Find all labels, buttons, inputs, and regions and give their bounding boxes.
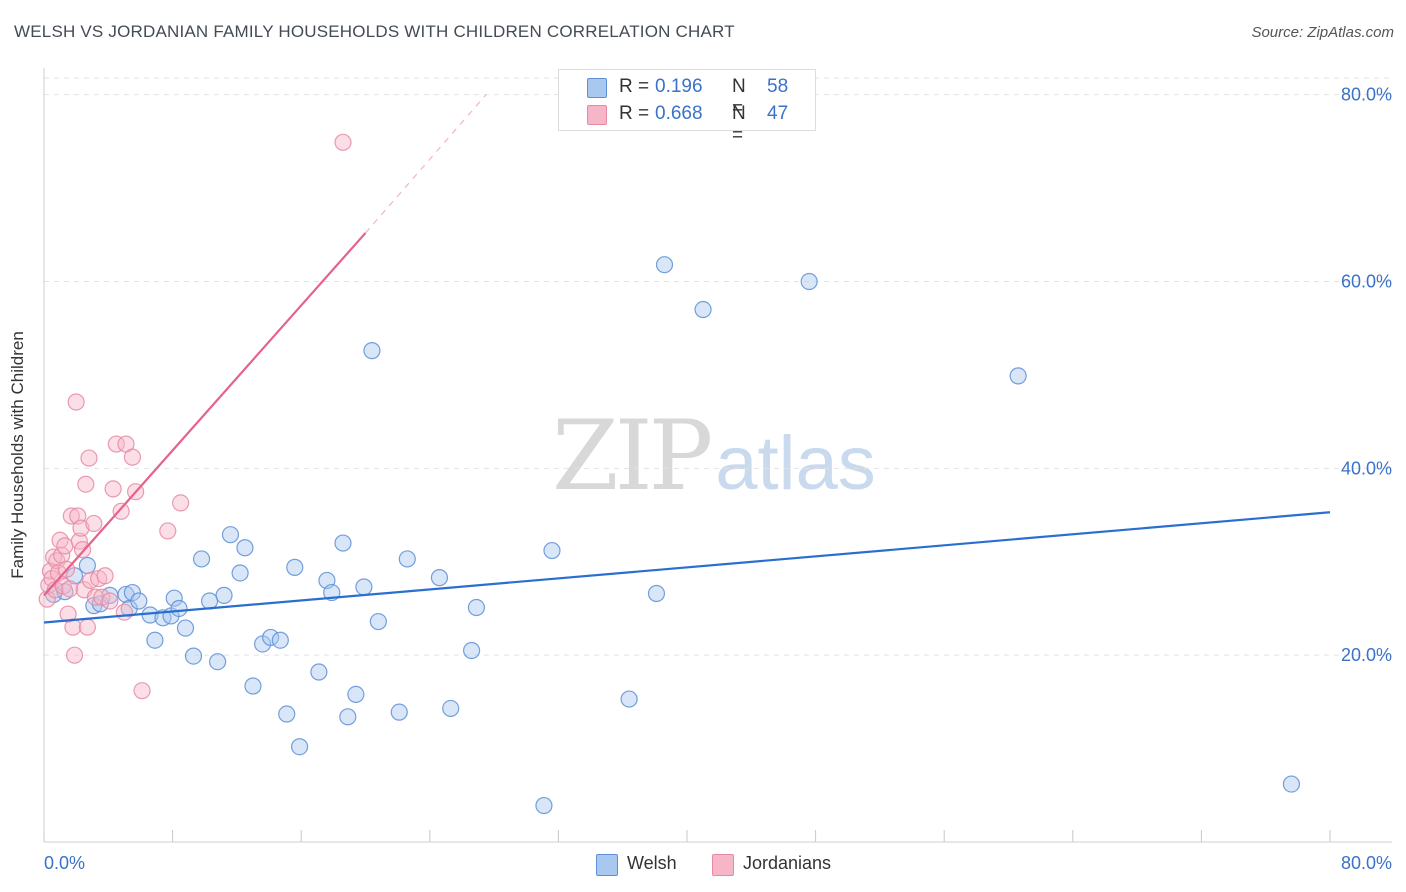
welsh-point — [339, 708, 357, 726]
jordanian-point — [73, 541, 92, 559]
welsh-point — [363, 342, 381, 360]
legend-label-jordanians: Jordanians — [743, 853, 832, 873]
welsh-point — [310, 663, 328, 681]
jordanian-point — [49, 564, 68, 582]
jordanian-trend-line — [43, 232, 367, 597]
welsh-point — [262, 628, 280, 647]
welsh-point — [369, 612, 387, 631]
legend-n-label: N = — [732, 103, 746, 146]
welsh-point — [231, 564, 249, 582]
chart-source: Source: ZipAtlas.com — [1251, 24, 1394, 41]
legend-n-value: 58 — [767, 76, 789, 97]
jordanian-point — [101, 592, 119, 610]
jordanian-point — [85, 514, 103, 533]
jordanian-point — [62, 507, 80, 525]
welsh-point — [1282, 775, 1301, 793]
jordanian-point — [67, 393, 85, 411]
welsh-point — [209, 653, 227, 671]
jordanian-point — [123, 448, 142, 466]
legend-item-jordanians: Jordanians — [712, 852, 872, 878]
legend-n-value: 47 — [767, 103, 789, 124]
y-tick-label: 20.0% — [1341, 645, 1392, 665]
jordanian-point — [107, 435, 125, 453]
jordanian-point — [65, 646, 84, 664]
welsh-point — [442, 699, 460, 718]
welsh-point — [620, 690, 638, 708]
welsh-point — [800, 272, 818, 291]
x-tick-label: 80.0% — [1341, 853, 1392, 873]
x-tick-label: 0.0% — [44, 853, 85, 873]
jordanian-trend-extension — [365, 94, 487, 234]
welsh-point — [334, 534, 352, 552]
welsh-point — [398, 550, 416, 568]
legend-swatch-welsh — [596, 854, 618, 876]
legend-swatch-jordanians — [712, 854, 734, 876]
legend-r-label: R = — [619, 103, 650, 124]
welsh-point — [543, 541, 561, 560]
legend-r-value: 0.196 — [655, 76, 703, 97]
y-tick-label: 80.0% — [1341, 85, 1392, 105]
welsh-point — [290, 738, 309, 756]
welsh-point — [390, 703, 408, 721]
welsh-point — [271, 631, 289, 649]
legend-stats: R = 0.196 N = 58 R = 0.668 N = 47 — [558, 69, 816, 146]
welsh-point — [278, 705, 296, 723]
legend-swatch-welsh — [587, 78, 607, 98]
welsh-point — [221, 526, 240, 544]
welsh-point — [286, 558, 304, 576]
jordanian-point — [96, 567, 114, 585]
welsh-point — [200, 592, 219, 610]
welsh-point — [694, 300, 712, 319]
welsh-point — [192, 550, 211, 568]
jordanian-point — [51, 531, 69, 549]
jordanian-point — [334, 133, 352, 151]
welsh-point — [146, 631, 164, 649]
welsh-point — [130, 592, 148, 610]
legend-swatch-jordanians — [587, 105, 607, 125]
welsh-point — [236, 539, 254, 557]
y-tick-label: 40.0% — [1341, 458, 1392, 478]
welsh-point — [215, 586, 233, 604]
welsh-point — [355, 578, 373, 596]
welsh-point — [655, 256, 674, 274]
welsh-point — [244, 677, 262, 695]
welsh-point — [647, 584, 666, 603]
jordanian-point — [112, 502, 130, 520]
y-tick-label: 60.0% — [1341, 272, 1392, 292]
jordanian-point — [77, 475, 95, 493]
welsh-point — [1009, 367, 1027, 385]
welsh-point — [170, 599, 188, 618]
welsh-point — [430, 569, 449, 587]
jordanian-point — [78, 618, 97, 636]
jordanian-point — [80, 449, 98, 467]
legend-n-label: N = — [732, 76, 746, 119]
jordanian-point — [133, 682, 151, 700]
welsh-point — [176, 619, 195, 637]
jordanian-point — [115, 603, 133, 621]
legend-r-label: R = — [619, 76, 650, 97]
welsh-point — [462, 641, 481, 660]
jordanian-point — [61, 580, 79, 598]
jordanian-point — [72, 519, 90, 537]
y-axis-label: Family Households with Children — [8, 331, 27, 579]
legend-r-value: 0.668 — [655, 103, 703, 124]
jordanian-point — [56, 537, 74, 555]
welsh-point — [165, 589, 183, 607]
legend-item-welsh: Welsh — [596, 852, 716, 878]
welsh-point — [467, 598, 486, 617]
welsh-trend-line — [43, 511, 1331, 624]
jordanian-point — [104, 480, 122, 498]
jordanian-point — [59, 605, 77, 623]
welsh-point — [184, 647, 203, 665]
chart-title: WELSH VS JORDANIAN FAMILY HOUSEHOLDS WIT… — [14, 22, 735, 41]
jordanian-point — [93, 588, 111, 606]
jordanian-point — [159, 522, 177, 540]
legend-label-welsh: Welsh — [627, 853, 677, 873]
welsh-point — [535, 796, 553, 815]
jordanian-point — [172, 494, 190, 512]
welsh-point — [347, 685, 365, 704]
welsh-point — [78, 556, 97, 575]
